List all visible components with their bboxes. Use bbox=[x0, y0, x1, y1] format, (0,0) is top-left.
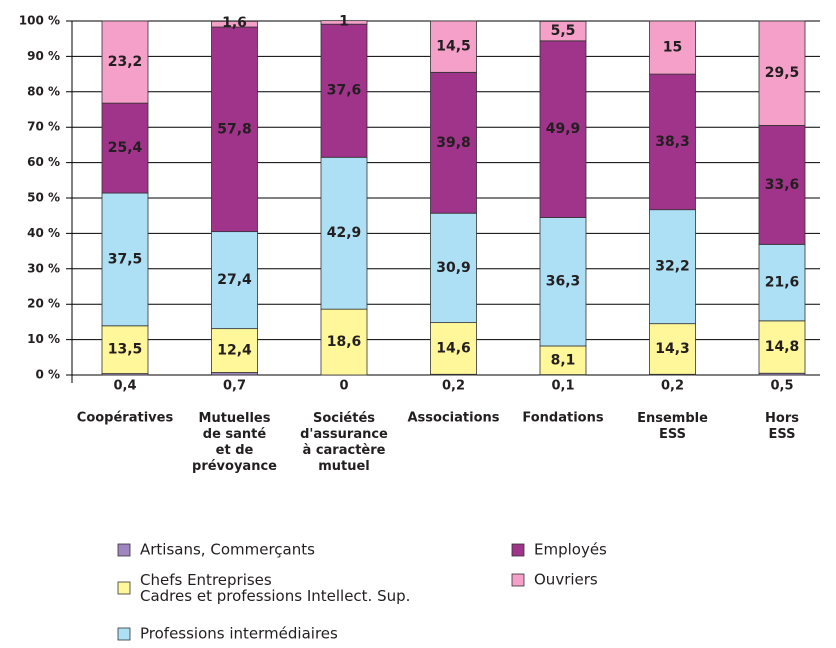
y-tick-label: 50 % bbox=[27, 191, 60, 205]
x-tick-label: Sociétés d'assurance à caractère mutuel bbox=[300, 411, 388, 474]
value-label: 0,7 bbox=[223, 379, 246, 394]
legend-item: Professions intermédiaires bbox=[117, 625, 338, 643]
y-tick-label: 80 % bbox=[27, 84, 60, 98]
bar-segment bbox=[430, 20, 477, 73]
y-tick-label: 10 % bbox=[27, 332, 60, 346]
value-label: 0,4 bbox=[113, 379, 136, 394]
bar-segment bbox=[758, 125, 806, 245]
value-label: 18,6 bbox=[327, 334, 362, 350]
value-label: 21,6 bbox=[765, 275, 800, 291]
value-label: 37,6 bbox=[327, 83, 362, 99]
x-tick-label: Mutuelles de santé et de prévoyance bbox=[192, 411, 277, 474]
value-label: 14,5 bbox=[436, 39, 471, 55]
bar-segment bbox=[539, 40, 587, 218]
x-tick-label: Hors ESS bbox=[765, 411, 799, 442]
value-label: 39,8 bbox=[436, 135, 471, 151]
legend-item: Employés bbox=[511, 541, 607, 559]
bar-segment bbox=[758, 20, 806, 126]
legend-item: Ouvriers bbox=[511, 571, 598, 589]
value-label: 14,6 bbox=[436, 340, 471, 356]
y-tick-label: 40 % bbox=[27, 226, 60, 240]
bar-segment bbox=[101, 20, 149, 104]
y-tick-label: 30 % bbox=[27, 261, 60, 275]
legend-swatch bbox=[511, 543, 525, 557]
bar-segment bbox=[211, 26, 258, 233]
value-label: 0,2 bbox=[661, 379, 684, 394]
legend-item: Chefs Entreprises Cadres et professions I… bbox=[117, 571, 410, 605]
bar-segment bbox=[430, 212, 477, 324]
legend-swatch bbox=[117, 581, 131, 595]
bar-segment bbox=[649, 20, 696, 75]
value-label: 36,3 bbox=[546, 274, 581, 290]
x-tick-label: Ensemble ESS bbox=[637, 411, 708, 442]
value-label: 8,1 bbox=[551, 352, 576, 368]
bar-segment bbox=[320, 20, 368, 25]
bar-segment bbox=[539, 345, 587, 376]
value-label: 1,6 bbox=[222, 15, 247, 31]
y-tick-label: 70 % bbox=[27, 120, 60, 134]
bar-segment bbox=[649, 323, 696, 375]
value-label: 25,4 bbox=[108, 140, 143, 156]
bar-segment bbox=[211, 20, 258, 28]
value-label: 29,5 bbox=[765, 65, 800, 81]
bar-segment bbox=[539, 217, 587, 347]
value-label: 49,9 bbox=[546, 121, 581, 137]
x-tick-label: Associations bbox=[408, 411, 500, 426]
bar-segment bbox=[649, 209, 696, 325]
bar-segment bbox=[320, 156, 368, 310]
value-label: 37,5 bbox=[108, 251, 143, 267]
value-label: 15 bbox=[663, 40, 682, 56]
value-label: 33,6 bbox=[765, 177, 800, 193]
value-label: 0,1 bbox=[551, 379, 574, 394]
x-tick-label: Coopératives bbox=[77, 411, 174, 426]
value-label: 5,5 bbox=[551, 23, 576, 39]
bar-segment bbox=[320, 308, 368, 376]
y-tick-label: 0 % bbox=[35, 368, 60, 382]
legend-label: Chefs Entreprises Cadres et professions I… bbox=[140, 571, 410, 605]
value-label: 13,5 bbox=[108, 342, 143, 358]
value-label: 14,8 bbox=[765, 339, 800, 355]
y-tick-label: 60 % bbox=[27, 155, 60, 169]
legend-label: Artisans, Commerçants bbox=[140, 541, 315, 559]
bar-segment bbox=[320, 23, 368, 158]
y-tick-label: 20 % bbox=[27, 297, 60, 311]
bar-segment bbox=[649, 73, 696, 211]
value-label: 0,2 bbox=[442, 379, 465, 394]
bar-segment bbox=[539, 20, 587, 42]
value-label: 0,5 bbox=[770, 379, 793, 394]
value-label: 1 bbox=[339, 13, 349, 29]
legend-label: Professions intermédiaires bbox=[140, 625, 338, 643]
legend-swatch bbox=[511, 573, 525, 587]
value-label: 12,4 bbox=[217, 343, 252, 359]
legend-item: Artisans, Commerçants bbox=[117, 541, 315, 559]
legend-swatch bbox=[117, 627, 131, 641]
legend-label: Ouvriers bbox=[534, 571, 598, 589]
value-label: 32,2 bbox=[655, 259, 690, 275]
y-tick-label: 90 % bbox=[27, 49, 60, 63]
value-label: 57,8 bbox=[217, 121, 252, 137]
value-label: 0 bbox=[339, 379, 348, 394]
value-label: 30,9 bbox=[436, 260, 471, 276]
legend-swatch bbox=[117, 543, 131, 557]
x-tick-label: Fondations bbox=[522, 411, 603, 426]
bar-segment bbox=[430, 322, 477, 375]
value-label: 23,2 bbox=[108, 54, 143, 70]
bar-segment bbox=[430, 71, 477, 214]
value-label: 38,3 bbox=[655, 134, 690, 150]
bar-segment bbox=[758, 243, 806, 322]
value-label: 14,3 bbox=[655, 341, 690, 357]
legend-label: Employés bbox=[534, 541, 607, 559]
y-tick-label: 100 % bbox=[19, 14, 60, 28]
value-label: 27,4 bbox=[217, 272, 252, 288]
value-label: 42,9 bbox=[327, 225, 362, 241]
